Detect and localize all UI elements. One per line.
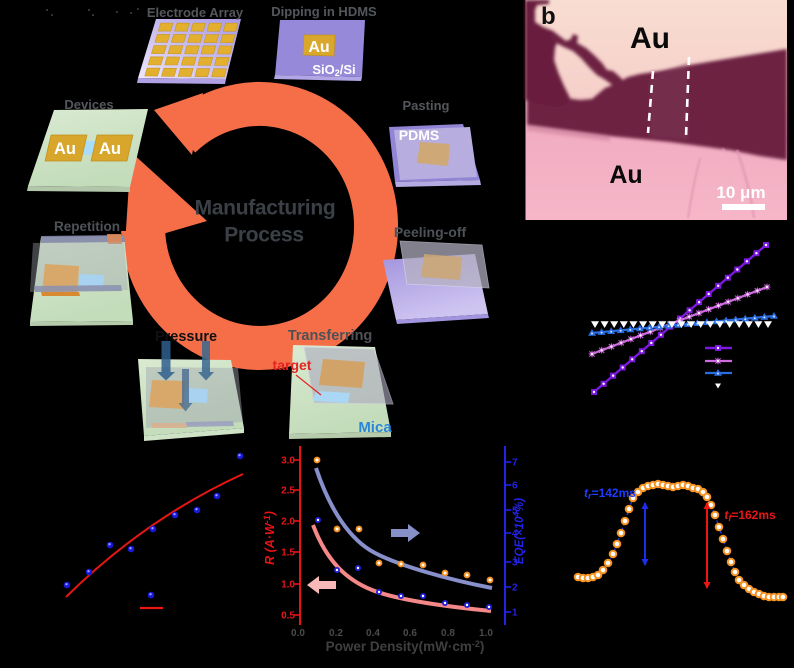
svg-text:Mica: Mica	[358, 419, 392, 436]
svg-text:SiO2/Si: SiO2/Si	[312, 62, 355, 78]
svg-text:2.0: 2.0	[281, 517, 295, 528]
svg-text:R (A·W-1): R (A·W-1)	[262, 511, 277, 565]
svg-text:Au: Au	[630, 22, 670, 55]
svg-text:target: target	[273, 357, 312, 373]
svg-text:0.4: 0.4	[366, 628, 380, 639]
svg-text:b: b	[541, 3, 556, 30]
svg-text:3.0: 3.0	[281, 456, 295, 467]
svg-text:10 μm: 10 μm	[716, 183, 765, 202]
svg-text:Transferring: Transferring	[288, 328, 373, 344]
svg-text:0.6: 0.6	[403, 628, 417, 639]
svg-text:0.0: 0.0	[291, 628, 305, 639]
svg-text:1.5: 1.5	[281, 548, 295, 559]
svg-text:1: 1	[512, 608, 518, 619]
svg-text:EQE(×104%): EQE(×104%)	[512, 498, 526, 564]
svg-text:5: 5	[512, 506, 518, 517]
svg-text:1.0: 1.0	[281, 580, 295, 591]
svg-text:Au: Au	[99, 140, 121, 158]
svg-text:Peeling-off: Peeling-off	[394, 224, 467, 240]
svg-text:0.2: 0.2	[329, 628, 343, 639]
svg-text:Pasting: Pasting	[403, 98, 450, 113]
svg-text:PDMS: PDMS	[399, 127, 439, 143]
svg-text:Manufacturing: Manufacturing	[195, 197, 336, 220]
svg-text:4: 4	[512, 529, 518, 540]
svg-text:3: 3	[512, 558, 518, 569]
svg-text:7: 7	[512, 458, 518, 469]
svg-text:Au: Au	[308, 39, 329, 56]
svg-text:1.0: 1.0	[479, 628, 493, 639]
svg-text:Au: Au	[54, 140, 76, 158]
svg-text:Electrode Array: Electrode Array	[147, 5, 244, 20]
svg-text:Repetition: Repetition	[54, 219, 120, 234]
svg-text:tr=142ms: tr=142ms	[584, 486, 636, 501]
svg-text:Dipping in HDMS: Dipping in HDMS	[271, 4, 377, 19]
svg-text:Pressure: Pressure	[155, 329, 217, 345]
svg-text:Process: Process	[224, 224, 304, 247]
svg-text:Power Density(mW·cm-2): Power Density(mW·cm-2)	[326, 639, 485, 654]
svg-text:2: 2	[512, 583, 518, 594]
svg-text:Au: Au	[609, 161, 642, 189]
svg-text:tf=162ms: tf=162ms	[724, 508, 776, 523]
svg-text:2.5: 2.5	[281, 486, 295, 497]
svg-text:Devices: Devices	[64, 97, 113, 112]
svg-text:6: 6	[512, 481, 518, 492]
svg-text:0.8: 0.8	[441, 628, 455, 639]
svg-text:0.5: 0.5	[281, 611, 295, 622]
